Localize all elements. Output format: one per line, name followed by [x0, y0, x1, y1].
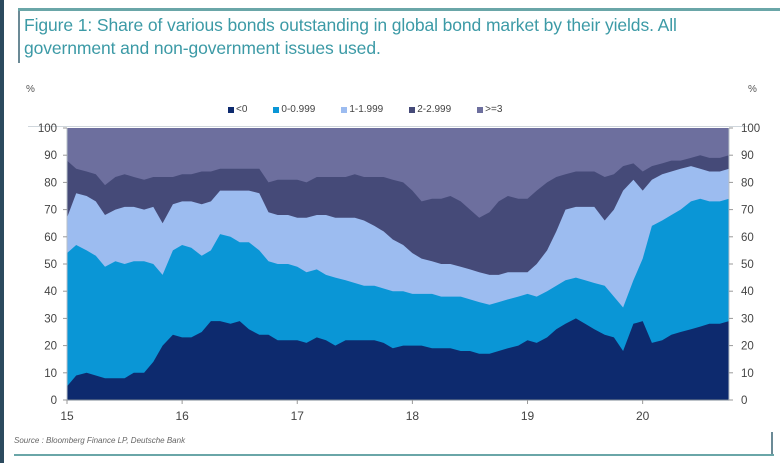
- legend-divider: [28, 126, 748, 127]
- legend-swatch-icon: [477, 106, 484, 113]
- legend-label: 1-1.999: [349, 104, 384, 115]
- legend-swatch-icon: [228, 106, 234, 113]
- legend-label: >=3: [485, 104, 503, 115]
- y-tick-label-left: 80: [44, 177, 57, 189]
- legend-label: <0: [236, 104, 248, 115]
- x-tick-label: 17: [291, 409, 305, 423]
- y-tick-label-right: 10: [741, 368, 754, 380]
- legend-item-0-1: 0-0.999: [273, 104, 315, 115]
- y-tick-label-left: 50: [44, 259, 57, 271]
- x-tick-label: 19: [521, 409, 535, 423]
- frame-top-rule: [18, 8, 780, 11]
- y-tick-label-left: 40: [44, 286, 57, 298]
- y-axis-unit-right: %: [748, 84, 757, 95]
- y-tick-label-right: 100: [741, 123, 760, 135]
- legend-item-2-3: 2-2.999: [409, 104, 451, 115]
- y-tick-label-right: 80: [741, 177, 754, 189]
- y-tick-label-right: 40: [741, 286, 754, 298]
- y-tick-label-left: 70: [44, 205, 57, 217]
- y-tick-label-left: 90: [44, 150, 57, 162]
- frame-bottom-rule: [14, 454, 774, 456]
- legend-label: 2-2.999: [417, 104, 452, 115]
- y-tick-label-left: 20: [44, 341, 57, 353]
- y-axis-unit-left: %: [26, 84, 35, 95]
- y-tick-label-left: 10: [44, 368, 57, 380]
- source-note: Source : Bloomberg Finance LP, Deutsche …: [14, 436, 186, 445]
- y-tick-label-left: 100: [38, 123, 57, 135]
- left-border-bar: [0, 0, 4, 463]
- area-neg-yield: [67, 318, 729, 400]
- legend-item-3plus: >=3: [477, 104, 502, 115]
- legend-swatch-icon: [409, 106, 416, 113]
- legend-swatch-icon: [273, 106, 280, 113]
- legend-item-1-2: 1-1.999: [341, 104, 383, 115]
- frame-left-rule: [18, 11, 20, 63]
- figure-title: Figure 1: Share of various bonds outstan…: [24, 15, 677, 58]
- y-tick-label-right: 0: [741, 395, 747, 407]
- y-tick-label-right: 70: [741, 205, 754, 217]
- y-tick-label-left: 30: [44, 313, 57, 325]
- chart-areas: [67, 128, 729, 400]
- x-tick-label: 15: [60, 409, 74, 423]
- y-tick-label-right: 20: [741, 341, 754, 353]
- y-tick-label-right: 30: [741, 313, 754, 325]
- chart-legend: <0 0-0.999 1-1.999 2-2.999 >=3: [228, 104, 528, 115]
- frame-right-rule: [771, 432, 773, 454]
- y-tick-label-left: 0: [51, 395, 57, 407]
- x-tick-label: 16: [175, 409, 189, 423]
- legend-item-neg: <0: [228, 104, 247, 115]
- x-tick-label: 20: [636, 409, 650, 423]
- y-tick-label-left: 60: [44, 232, 57, 244]
- y-tick-label-right: 50: [741, 259, 754, 271]
- y-tick-label-right: 90: [741, 150, 754, 162]
- chart-axes: 0 0 10 10 20 20 30 30 40 40 50 50 60 60 70 70 80 80 90 90 10…: [38, 123, 760, 423]
- y-tick-label-right: 60: [741, 232, 754, 244]
- legend-swatch-icon: [341, 106, 348, 113]
- legend-label: 0-0.999: [281, 104, 316, 115]
- x-tick-label: 18: [406, 409, 420, 423]
